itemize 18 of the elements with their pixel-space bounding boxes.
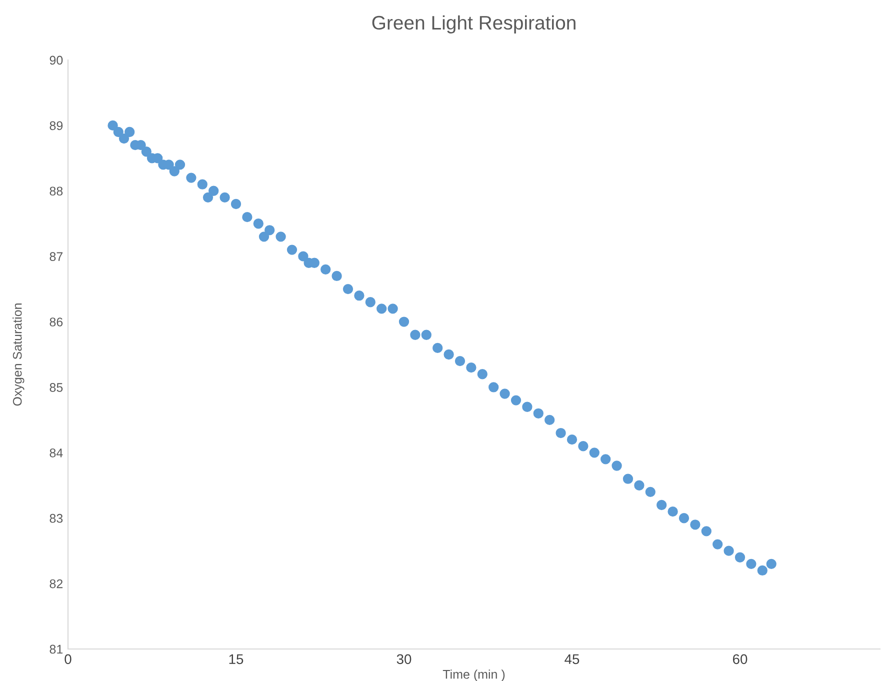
x-tick-label: 15: [229, 654, 244, 664]
y-tick-label: 85: [50, 383, 63, 392]
y-tick-label: 81: [50, 644, 63, 654]
x-tick-label: 45: [564, 654, 580, 664]
y-tick-label: 89: [50, 121, 63, 130]
x-tick-label: 0: [64, 654, 72, 664]
x-tick-label: 60: [732, 654, 748, 664]
y-tick-label: 90: [50, 56, 63, 65]
chart-title: Green Light Respiration: [372, 15, 576, 34]
y-tick-label: 83: [50, 514, 63, 523]
y-tick-label: 88: [50, 186, 63, 196]
y-tick-label: 86: [50, 318, 63, 326]
y-axis-title: Oxygen Saturation: [12, 304, 24, 406]
y-tick-label: 84: [50, 448, 63, 458]
y-tick-label: 82: [50, 579, 63, 588]
x-tick-label: 30: [396, 654, 412, 664]
y-tick-label: 87: [50, 252, 63, 261]
x-axis-title: Time (min ): [442, 670, 505, 681]
